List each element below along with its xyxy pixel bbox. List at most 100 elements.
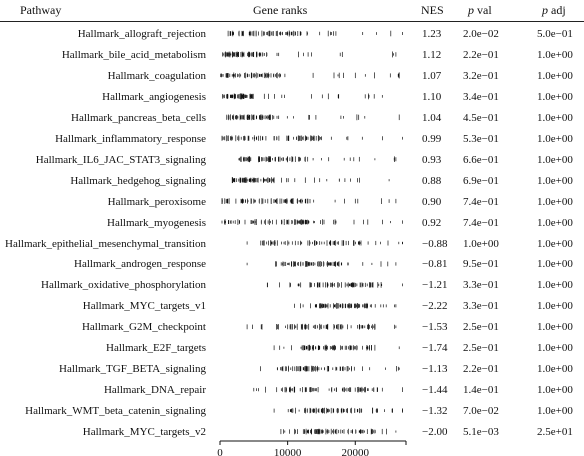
padj-cell: 1.0e+00 [537,258,573,271]
header-padj: p adj [542,3,566,18]
nes-cell: −1.53 [422,321,448,334]
barcode-row [221,198,397,205]
header-rule [0,21,584,22]
padj-cell: 1.0e+00 [537,321,573,334]
pathway-cell: Hallmark_inflammatory_response [55,132,206,145]
padj-cell: 2.5e+01 [537,426,573,439]
padj-cell: 1.0e+00 [537,153,573,166]
pathway-cell: Hallmark_peroxisome [107,195,206,208]
nes-cell: −1.32 [422,405,448,418]
pathway-cell: Hallmark_pancreas_beta_cells [71,111,206,124]
pval-cell: 6.9e−01 [463,174,499,187]
pval-cell: 3.3e−01 [463,300,499,313]
pval-cell: 2.0e−02 [463,28,499,40]
x-tick-label: 20000 [342,447,370,456]
header-pathway: Pathway [20,3,62,17]
header-padj-rest: adj [548,3,566,17]
nes-cell: 0.92 [422,216,442,229]
pathway-cell: Hallmark_WMT_beta_catenin_signaling [25,405,206,418]
padj-cell: 1.0e+00 [537,405,573,418]
pathway-cell: Hallmark_hedgehog_signaling [70,174,206,187]
pathway-cell: Hallmark_MYC_targets_v2 [82,426,206,439]
pathway-cell: Hallmark_coagulation [107,69,206,82]
pval-cell: 1.4e−01 [463,384,499,397]
x-tick-label: 0 [217,447,223,456]
pval-cell: 9.5e−01 [463,258,499,271]
pathway-cell: Hallmark_epithelial_mesenchymal_transiti… [5,237,206,250]
pval-cell: 2.5e−01 [463,342,499,355]
nes-cell: −1.21 [422,279,448,292]
padj-cell: 5.0e−01 [537,28,573,40]
pval-cell: 6.6e−01 [463,153,499,166]
padj-cell: 1.0e+00 [537,342,573,355]
barcode-row [246,323,397,330]
nes-cell: −1.44 [422,384,448,397]
pathway-cell: Hallmark_MYC_targets_v1 [82,300,206,313]
pval-cell: 2.2e−01 [463,48,499,61]
barcode-row [273,344,400,351]
barcode-row [253,386,403,393]
pathway-cell: Hallmark_oxidative_phosphorylation [41,279,206,292]
barcode-row [238,156,397,163]
padj-cell: 1.0e+00 [537,90,573,103]
pval-cell: 5.1e−03 [463,426,499,439]
barcode-row [227,30,403,37]
pval-cell: 2.5e−01 [463,321,499,334]
header-pval: p val [468,3,492,18]
header-padj-italic: p [542,3,548,17]
nes-cell: −0.88 [422,237,448,250]
nes-cell: −2.22 [422,300,448,313]
barcode-row [280,428,397,435]
nes-cell: 0.88 [422,174,442,187]
pval-cell: 2.2e−01 [463,363,499,376]
pathway-cell: Hallmark_androgen_response [74,258,206,271]
nes-cell: −2.00 [422,426,448,439]
header-gene-ranks: Gene ranks [253,3,308,17]
header-pval-rest: val [474,3,492,17]
padj-cell: 1.0e+00 [537,384,573,397]
barcode-row [222,51,397,58]
nes-cell: −1.13 [422,363,448,376]
pval-cell: 3.4e−01 [463,90,499,103]
pathway-cell: Hallmark_allograft_rejection [77,28,206,40]
nes-cell: 1.23 [422,28,442,40]
pval-cell: 5.3e−01 [463,132,499,145]
pval-cell: 7.4e−01 [463,195,499,208]
pathway-cell: Hallmark_TGF_BETA_signaling [59,363,206,376]
nes-cell: −0.81 [422,258,448,271]
nes-cell: 0.93 [422,153,442,166]
pathway-cell: Hallmark_E2F_targets [106,342,206,355]
padj-cell: 1.0e+00 [537,69,573,82]
pval-cell: 7.4e−01 [463,216,499,229]
pval-cell: 1.0e+00 [463,237,499,250]
padj-cell: 1.0e+00 [537,132,573,145]
nes-cell: −1.74 [422,342,448,355]
padj-cell: 1.0e+00 [537,216,573,229]
padj-cell: 1.0e+00 [537,363,573,376]
pval-cell: 3.3e−01 [463,279,499,292]
pathway-cell: Hallmark_angiogenesis [102,90,206,103]
padj-cell: 1.0e+00 [537,174,573,187]
pathway-cell: Hallmark_bile_acid_metabolism [61,48,206,61]
pathway-cell: Hallmark_IL6_JAC_STAT3_signaling [35,153,206,166]
nes-cell: 1.12 [422,48,442,61]
nes-cell: 1.04 [422,111,442,124]
header-nes: NES [421,3,444,17]
nes-cell: 1.07 [422,69,442,82]
barcode-row [226,114,400,121]
barcode-row [231,177,390,184]
barcode-row [246,261,397,267]
padj-cell: 1.0e+00 [537,195,573,208]
header-pval-italic: p [468,3,474,17]
pathway-cell: Hallmark_G2M_checkpoint [81,321,206,334]
padj-cell: 1.0e+00 [537,279,573,292]
barcode-row [220,72,400,79]
padj-cell: 1.0e+00 [537,237,573,250]
barcode-row [221,135,403,142]
x-tick-label: 10000 [274,447,302,456]
padj-cell: 1.0e+00 [537,300,573,313]
pval-cell: 7.0e−02 [463,405,499,418]
pval-cell: 3.2e−01 [463,69,499,82]
